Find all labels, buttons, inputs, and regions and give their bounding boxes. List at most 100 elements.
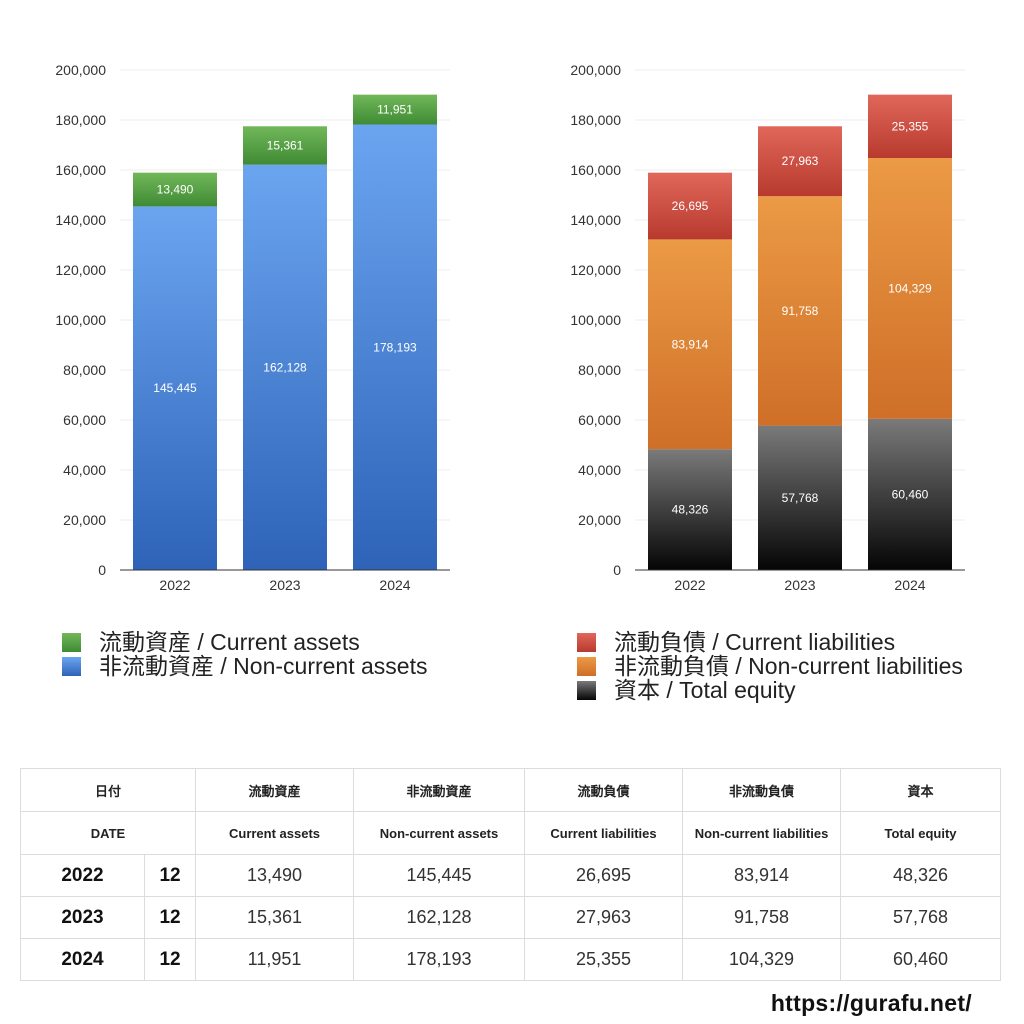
bar-segment xyxy=(868,418,952,570)
y-tick-label: 180,000 xyxy=(55,112,106,128)
table-cell: 13,490 xyxy=(195,854,355,897)
table-cell: 27,963 xyxy=(524,896,684,939)
y-tick-label: 80,000 xyxy=(578,362,621,378)
table-cell: 57,768 xyxy=(840,896,1002,939)
x-tick-label: 2023 xyxy=(269,577,300,593)
y-tick-label: 60,000 xyxy=(578,412,621,428)
table-cell-month: 12 xyxy=(144,938,197,981)
table-header-cell: 日付 xyxy=(19,768,197,812)
y-tick-label: 20,000 xyxy=(578,512,621,528)
y-tick-label: 140,000 xyxy=(570,212,621,228)
legend-item-current-assets: 流動資産 / Current assets xyxy=(62,630,427,654)
table-header-row-jp: 日付 流動資産 非流動資産 流動負債 非流動負債 資本 xyxy=(19,768,1002,812)
bar-segment xyxy=(353,94,437,125)
legend-assets: 流動資産 / Current assets 非流動資産 / Non-curren… xyxy=(62,630,427,678)
bar-value-label: 15,361 xyxy=(267,138,304,152)
legend-item-non-current-assets: 非流動資産 / Non-current assets xyxy=(62,654,427,678)
legend-swatch xyxy=(62,656,81,676)
bar-value-label: 145,445 xyxy=(153,381,197,395)
bar-value-label: 27,963 xyxy=(782,154,819,168)
bar-segment xyxy=(648,239,732,450)
y-tick-label: 160,000 xyxy=(570,162,621,178)
y-tick-label: 80,000 xyxy=(63,362,106,378)
legend-label: 非流動負債 / Non-current liabilities xyxy=(614,653,963,679)
table-cell-year: 2024 xyxy=(20,938,145,981)
y-tick-label: 160,000 xyxy=(55,162,106,178)
y-tick-label: 0 xyxy=(613,562,621,578)
bar-segment xyxy=(758,196,842,426)
legend-item-total-equity: 資本 / Total equity xyxy=(577,678,963,702)
table-header-cell: Current assets xyxy=(195,811,355,855)
assets-chart: 0 20,000 40,000 60,000 80,000 100,000 120,000 1… xyxy=(55,62,450,593)
legend-swatch xyxy=(577,656,596,676)
table-cell-year: 2023 xyxy=(20,896,145,939)
legend-swatch xyxy=(577,632,596,652)
y-tick-label: 100,000 xyxy=(55,312,106,328)
y-tick-label: 200,000 xyxy=(570,62,621,78)
y-tick-label: 20,000 xyxy=(63,512,106,528)
table-cell: 48,326 xyxy=(840,854,1002,897)
legend-liabilities: 流動負債 / Current liabilities 非流動負債 / Non-c… xyxy=(577,630,963,702)
y-tick-label: 200,000 xyxy=(55,62,106,78)
table-cell: 178,193 xyxy=(353,938,526,981)
y-tick-label: 100,000 xyxy=(570,312,621,328)
y-tick-label: 60,000 xyxy=(63,412,106,428)
legend-swatch xyxy=(577,680,596,700)
x-tick-label: 2024 xyxy=(379,577,410,593)
table-cell: 25,355 xyxy=(524,938,684,981)
bar-segment xyxy=(758,126,842,197)
bar-value-label: 91,758 xyxy=(782,304,819,318)
bar-segment xyxy=(133,172,217,207)
y-tick-label: 0 xyxy=(98,562,106,578)
table-cell-month: 12 xyxy=(144,854,197,897)
table-cell: 91,758 xyxy=(682,896,842,939)
table-cell: 60,460 xyxy=(840,938,1002,981)
x-tick-label: 2022 xyxy=(674,577,705,593)
table-header-row-en: DATE Current assets Non-current assets C… xyxy=(19,811,1002,855)
bar-segment xyxy=(133,206,217,570)
bar-segment xyxy=(868,158,952,419)
bar-value-label: 178,193 xyxy=(373,340,417,354)
table-cell: 26,695 xyxy=(524,854,684,897)
liabilities-equity-chart: 0 20,000 40,000 60,000 80,000 100,000 120,000 1… xyxy=(570,62,965,593)
table-header-cell: Non-current liabilities xyxy=(682,811,842,855)
y-tick-label: 120,000 xyxy=(55,262,106,278)
bar-value-label: 60,460 xyxy=(892,487,929,501)
bar-value-label: 162,128 xyxy=(263,360,307,374)
table-header-cell: Current liabilities xyxy=(524,811,684,855)
table-header-cell: 流動負債 xyxy=(524,768,684,812)
legend-label: 資本 / Total equity xyxy=(614,677,796,703)
bar-segment xyxy=(868,94,952,159)
table-cell: 162,128 xyxy=(353,896,526,939)
legend-label: 非流動資産 / Non-current assets xyxy=(99,653,428,679)
bar-value-label: 48,326 xyxy=(672,503,709,517)
bar-value-label: 26,695 xyxy=(672,199,709,213)
bar-segment xyxy=(243,126,327,165)
table-row: 2024 12 11,951 178,193 25,355 104,329 60… xyxy=(20,938,1002,981)
table-row: 2022 12 13,490 145,445 26,695 83,914 48,… xyxy=(20,854,1002,897)
table-cell: 145,445 xyxy=(353,854,526,897)
bar-value-label: 57,768 xyxy=(782,491,819,505)
bar-segment xyxy=(353,124,437,570)
table-header-cell: Total equity xyxy=(840,811,1002,855)
table-cell-year: 2022 xyxy=(20,854,145,897)
bar-segment xyxy=(243,164,327,570)
table-header-cell: 非流動資産 xyxy=(353,768,526,812)
legend-label: 流動資産 / Current assets xyxy=(99,629,360,655)
legend-label: 流動負債 / Current liabilities xyxy=(614,629,896,655)
bar-value-label: 104,329 xyxy=(888,281,932,295)
x-tick-label: 2022 xyxy=(159,577,190,593)
site-url: https://gurafu.net/ xyxy=(770,990,972,1016)
y-tick-label: 40,000 xyxy=(63,462,106,478)
bar-value-label: 11,951 xyxy=(377,103,413,117)
table-header-cell: Non-current assets xyxy=(353,811,526,855)
legend-swatch xyxy=(62,632,81,652)
bar-segment xyxy=(648,172,732,240)
y-tick-label: 140,000 xyxy=(55,212,106,228)
table-cell: 83,914 xyxy=(682,854,842,897)
table-header-cell: DATE xyxy=(19,811,197,855)
table-cell-month: 12 xyxy=(144,896,197,939)
legend-item-non-current-liabilities: 非流動負債 / Non-current liabilities xyxy=(577,654,963,678)
bar-segment xyxy=(648,449,732,570)
table-cell: 104,329 xyxy=(682,938,842,981)
